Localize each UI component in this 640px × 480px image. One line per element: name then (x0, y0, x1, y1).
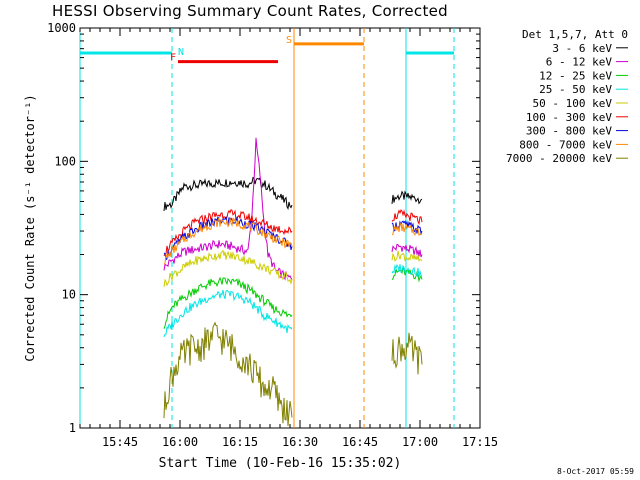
y-tick-label: 1000 (47, 21, 76, 35)
x-tick-label: 16:15 (222, 435, 258, 449)
series-line-5-1 (391, 209, 423, 226)
series-line-0-1 (391, 190, 423, 205)
y-axis: 1 10 100 1000 (47, 21, 480, 435)
legend-entry: 25 - 50 keV (539, 83, 612, 96)
vertical-markers (79, 28, 455, 428)
x-tick-label: 16:00 (162, 435, 198, 449)
y-tick-label: 1 (69, 421, 76, 435)
legend-header: Det 1,5,7, Att 0 (522, 28, 628, 41)
legend-entry: 6 - 12 keV (546, 56, 613, 69)
series-line-5-0 (163, 209, 293, 257)
flag-label-N: N (178, 47, 184, 58)
x-tick-label: 17:00 (402, 435, 438, 449)
flag-label-S: S (286, 35, 292, 46)
legend-entry: 800 - 7000 keV (519, 138, 612, 151)
series-line-7-1 (391, 222, 423, 237)
x-tick-label: 17:15 (462, 435, 498, 449)
legend-entry: 100 - 300 keV (526, 111, 612, 124)
x-tick-label: 16:30 (282, 435, 318, 449)
x-axis: 15:45 16:00 16:15 16:30 16:45 17:00 17:15 (79, 28, 498, 449)
flag-bars: NF S (80, 35, 454, 64)
x-axis-label: Start Time (10-Feb-16 15:35:02) (159, 456, 402, 471)
series-line-4-1 (391, 250, 423, 262)
legend-entry: 50 - 100 keV (533, 97, 613, 110)
flag-label-F: F (170, 53, 176, 64)
legend-entry: 3 - 6 keV (552, 42, 612, 55)
x-tick-label: 16:45 (342, 435, 378, 449)
legend-entry: 300 - 800 keV (526, 125, 612, 138)
legend-entry: 12 - 25 keV (539, 69, 612, 82)
series-line-7-0 (163, 216, 293, 265)
date-stamp: 8-Oct-2017 05:59 (556, 467, 634, 476)
series-lines (163, 137, 423, 427)
legend-entry: 7000 - 20000 keV (506, 152, 612, 165)
series-line-2-0 (163, 276, 293, 329)
series-line-4-0 (163, 249, 293, 287)
y-axis-label: Corrected Count Rate (s⁻¹ detector⁻¹) (23, 94, 37, 361)
series-line-8-1 (391, 332, 423, 375)
series-line-3-1 (391, 263, 423, 278)
y-tick-label: 100 (54, 154, 76, 168)
x-tick-label: 15:45 (102, 435, 138, 449)
series-line-8-0 (163, 321, 293, 427)
series-line-1-0 (163, 137, 293, 281)
series-line-3-0 (163, 289, 293, 338)
series-line-1-1 (391, 243, 423, 258)
y-tick-label: 10 (62, 288, 76, 302)
series-line-0-0 (163, 176, 293, 212)
chart-title: HESSI Observing Summary Count Rates, Cor… (52, 2, 448, 20)
